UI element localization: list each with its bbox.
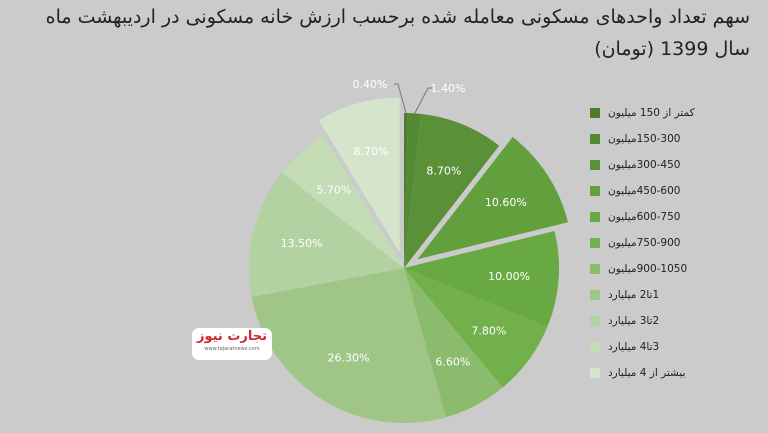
legend-swatch bbox=[590, 212, 600, 222]
pie-slice bbox=[404, 113, 500, 268]
legend-label: 1تا2 میلیارد bbox=[608, 289, 660, 301]
data-label: 5.70% bbox=[316, 183, 351, 196]
legend-label: 900-1050میلیون bbox=[608, 263, 688, 275]
legend-swatch bbox=[590, 264, 600, 274]
pie-slice bbox=[318, 97, 400, 253]
data-label: 0.40% bbox=[353, 78, 388, 91]
legend-label: 150-300میلیون bbox=[608, 133, 681, 145]
legend-label: 300-450میلیون bbox=[608, 159, 681, 171]
chart-title-line1: سهم تعداد واحدهای مسکونی معامله شده برحس… bbox=[45, 6, 750, 28]
pie-slice bbox=[404, 113, 422, 268]
legend-swatch bbox=[590, 316, 600, 326]
legend-item: 900-1050میلیون bbox=[590, 256, 700, 282]
data-label: 10.60% bbox=[485, 196, 527, 209]
legend-label: 750-900میلیون bbox=[608, 237, 681, 249]
data-label: 7.80% bbox=[471, 325, 506, 338]
logo: تجارت نیوز www.tejaratnews.com bbox=[192, 328, 272, 360]
leader-line bbox=[414, 87, 432, 114]
legend-swatch bbox=[590, 238, 600, 248]
legend-swatch bbox=[590, 186, 600, 196]
leader-line bbox=[394, 83, 407, 114]
legend-swatch bbox=[590, 342, 600, 352]
legend: کمتر از 150 میلیون 150-300میلیون 300-450می… bbox=[590, 100, 700, 386]
data-label: 13.50% bbox=[281, 237, 323, 250]
legend-label: 600-750میلیون bbox=[608, 211, 681, 223]
legend-item: بیشتر از 4 میلیارد bbox=[590, 360, 700, 386]
legend-item: 1تا2 میلیارد bbox=[590, 282, 700, 308]
legend-item: 450-600میلیون bbox=[590, 178, 700, 204]
pie-slice bbox=[281, 135, 404, 268]
chart-title-line2: سال 1399 (تومان) bbox=[594, 38, 750, 60]
legend-item: 2تا3 میلیارد bbox=[590, 308, 700, 334]
data-label: 8.70% bbox=[426, 164, 461, 177]
legend-label: 450-600میلیون bbox=[608, 185, 681, 197]
pie-slice bbox=[249, 172, 404, 297]
data-label: 1.40% bbox=[431, 82, 466, 95]
legend-item: کمتر از 150 میلیون bbox=[590, 100, 700, 126]
data-label: 10.00% bbox=[488, 270, 530, 283]
legend-swatch bbox=[590, 134, 600, 144]
data-label: 26.30% bbox=[328, 352, 370, 365]
legend-label: بیشتر از 4 میلیارد bbox=[608, 367, 686, 379]
pie-slice bbox=[417, 137, 568, 260]
legend-label: 2تا3 میلیارد bbox=[608, 315, 660, 327]
pie-slice bbox=[251, 268, 446, 423]
data-label: 6.60% bbox=[435, 355, 470, 368]
pie-slice bbox=[404, 268, 503, 418]
legend-label: کمتر از 150 میلیون bbox=[608, 107, 695, 119]
legend-item: 300-450میلیون bbox=[590, 152, 700, 178]
pie-slice bbox=[404, 230, 559, 327]
legend-swatch bbox=[590, 290, 600, 300]
data-label: 8.70% bbox=[354, 145, 389, 158]
legend-item: 3تا4 میلیارد bbox=[590, 334, 700, 360]
pie-slice bbox=[404, 268, 548, 388]
legend-swatch bbox=[590, 160, 600, 170]
logo-name: تجارت نیوز bbox=[196, 329, 268, 344]
logo-url: www.tejaratnews.com bbox=[204, 346, 260, 352]
legend-label: 3تا4 میلیارد bbox=[608, 341, 660, 353]
legend-item: 150-300میلیون bbox=[590, 126, 700, 152]
pie-slice bbox=[404, 113, 408, 268]
legend-swatch bbox=[590, 368, 600, 378]
legend-item: 750-900میلیون bbox=[590, 230, 700, 256]
legend-item: 600-750میلیون bbox=[590, 204, 700, 230]
legend-swatch bbox=[590, 108, 600, 118]
